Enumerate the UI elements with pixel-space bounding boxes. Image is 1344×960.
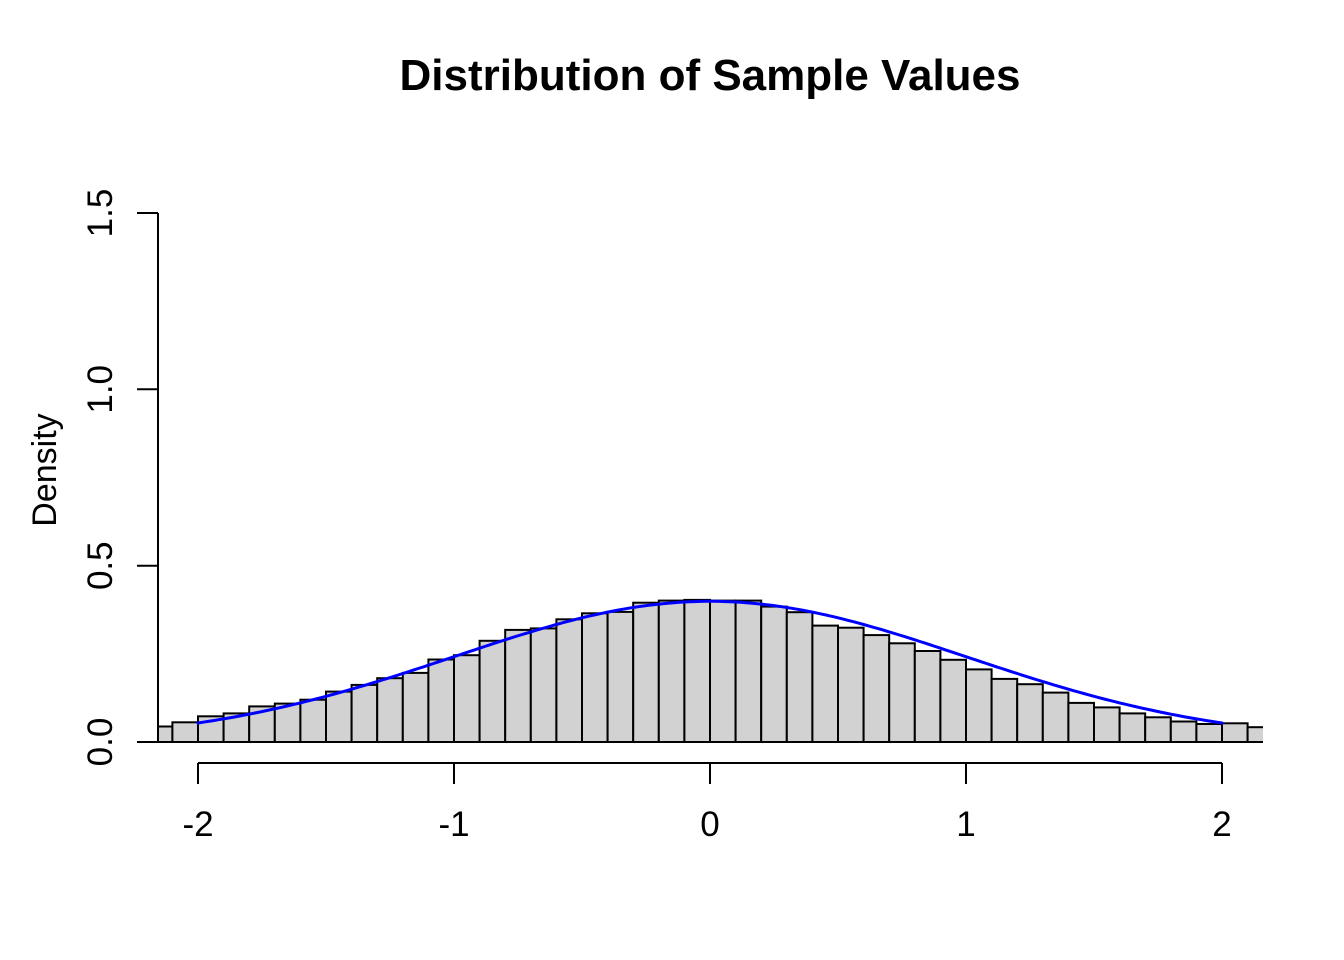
histogram-bar [504,628,532,744]
histogram-bars-group [158,598,1263,744]
histogram-bar [965,668,993,744]
histogram-bar [1246,726,1263,744]
y-axis-tick-label: 1.0 [81,365,120,414]
histogram-bar [1118,712,1147,744]
histogram-bar [1195,723,1224,743]
histogram-bar [427,658,455,743]
density-curve-group [196,599,1224,725]
histogram-bar [939,658,968,743]
axes-group: 0.0 0.5 1.0 1.5 -2 -1 0 1 2 [81,189,1232,844]
histogram-bar [990,677,1019,744]
histogram-bar [1016,683,1044,744]
histogram-bar [683,598,712,744]
histogram-bar [478,639,507,743]
histogram-bar [913,650,942,743]
histogram-bar [325,690,353,743]
density-curve [196,599,1224,725]
y-axis-tick-label: 1.5 [81,189,120,238]
histogram-bar [606,610,635,744]
y-axis-title: Density [26,413,64,526]
histogram-bar [862,634,891,743]
x-axis-tick-label: 2 [1212,805,1231,844]
y-axis-tick-label: 0.0 [81,718,120,767]
x-axis-tick-label: 1 [956,805,975,844]
histogram-bar [299,698,327,744]
histogram-bar [376,677,404,744]
x-axis-tick-label: -1 [438,805,469,844]
histogram-bar [350,683,379,744]
histogram-bar [1093,706,1121,744]
histogram-bar [1221,722,1249,743]
histogram-bar [657,599,686,743]
histogram-bar [1144,716,1172,743]
histogram-bar [811,624,840,743]
histogram-bar [837,626,865,744]
histogram-bar [632,601,660,744]
x-axis-tick-label: -2 [182,805,213,844]
histogram-bar [760,605,788,743]
histogram-bar [158,725,174,743]
histogram-bar [401,671,430,744]
x-axis-tick-label: 0 [700,805,719,844]
histogram-bar [1169,720,1198,743]
histogram-bar [529,627,558,744]
histogram-bar [1067,701,1096,744]
histogram-bar [888,642,916,743]
histogram-bar [453,654,481,744]
y-axis-tick-label: 0.5 [81,541,120,590]
histogram-bar [171,721,199,743]
histogram-bar [709,599,737,743]
histogram-bar [1041,691,1070,743]
chart-title: Distribution of Sample Values [399,51,1020,100]
histogram-bar [785,611,814,744]
histogram-bar [734,599,763,743]
histogram-bar [555,618,584,743]
histogram-bar [581,612,609,743]
